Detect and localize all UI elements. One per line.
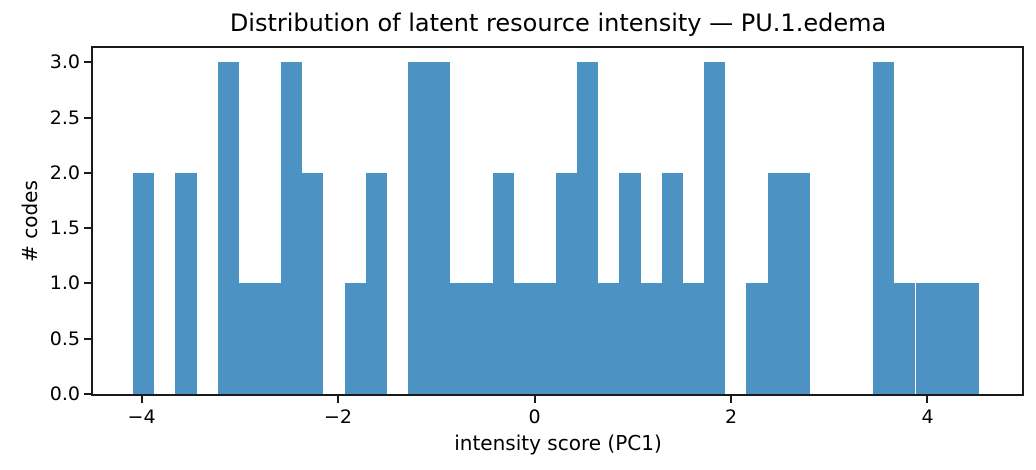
histogram-bar: [894, 283, 916, 394]
y-tick-label: 1.5: [49, 217, 80, 240]
chart-title: Distribution of latent resource intensit…: [229, 9, 887, 37]
x-tick-mark: [140, 396, 143, 403]
y-tick-mark: [84, 171, 91, 174]
histogram-bar: [640, 283, 662, 394]
plot-area: −4 −2 0 2 4 0.0 0.5 1.0 1.5 2.0 2.5 3.0: [50, 46, 1024, 428]
histogram-bar: [936, 283, 958, 394]
y-tick-mark: [84, 61, 91, 64]
histogram-bar: [746, 283, 768, 394]
histogram-bar: [577, 62, 599, 394]
histogram-bar: [175, 172, 197, 394]
x-tick-label: 0: [528, 406, 541, 428]
histogram-bar: [788, 172, 810, 394]
histogram-bar: [260, 283, 282, 394]
histogram-bar: [915, 283, 937, 394]
histogram-bar: [344, 283, 366, 394]
histogram-bar: [704, 62, 726, 394]
histogram-bar: [407, 62, 430, 394]
histogram-bar: [598, 283, 620, 394]
histogram-bar: [429, 62, 451, 394]
x-tick-mark: [729, 396, 732, 403]
y-tick-mark: [84, 393, 91, 395]
y-tick-label: 2.5: [49, 106, 80, 129]
x-tick-label: 4: [921, 406, 934, 428]
y-tick-label: 2.0: [49, 161, 80, 184]
histogram-bar: [365, 172, 387, 394]
y-axis-label: # codes: [18, 180, 42, 262]
y-tick-label: 0.5: [49, 327, 80, 350]
x-axis-label: intensity score (PC1): [454, 431, 662, 455]
x-tick-label: 2: [724, 406, 738, 428]
y-tick-mark: [84, 116, 91, 119]
histogram-bar: [133, 172, 155, 394]
x-tick-mark: [337, 396, 340, 403]
histogram-bar: [450, 283, 472, 394]
y-tick-label: 1.0: [49, 272, 80, 295]
x-tick-mark: [533, 396, 536, 403]
histogram-bar: [767, 172, 789, 394]
histogram-bar: [217, 62, 239, 394]
histogram-bar: [556, 172, 578, 394]
histogram-bar: [619, 172, 641, 394]
y-tick-label: 3.0: [49, 51, 80, 74]
histogram-bar: [661, 172, 683, 394]
x-tick-label: −4: [127, 406, 156, 428]
histogram-bar: [492, 172, 514, 394]
histogram-bar: [957, 283, 979, 394]
histogram-bar: [281, 62, 303, 394]
histogram-bar: [682, 283, 705, 394]
histogram-bar: [534, 283, 556, 394]
histogram-bar: [471, 283, 493, 394]
y-tick-mark: [84, 282, 91, 285]
histogram-bar: [873, 62, 895, 394]
y-tick-mark: [84, 337, 91, 340]
x-tick-label: −2: [324, 406, 353, 428]
histogram-bar: [238, 283, 260, 394]
y-tick-mark: [84, 227, 91, 230]
histogram-bar: [513, 283, 535, 394]
histogram-bar: [302, 172, 324, 394]
y-tick-label: 0.0: [49, 383, 80, 405]
x-tick-mark: [926, 396, 929, 403]
